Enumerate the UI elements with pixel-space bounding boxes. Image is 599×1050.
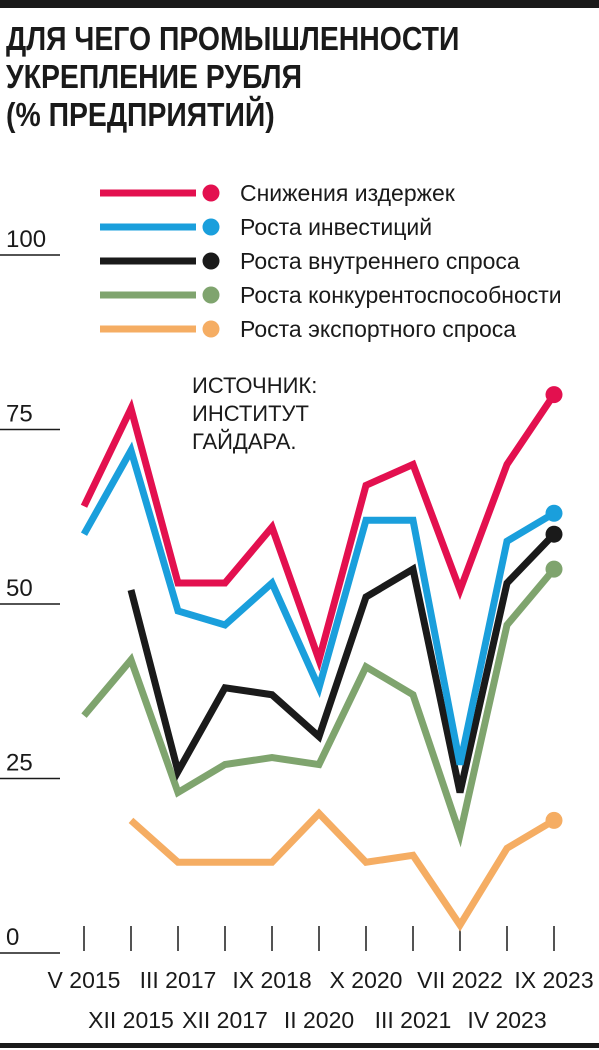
legend-swatch-dot bbox=[202, 286, 220, 304]
x-tick-label: II 2020 bbox=[284, 1007, 354, 1033]
legend-label: Роста инвестиций bbox=[240, 214, 432, 240]
x-tick-label: X 2020 bbox=[330, 967, 403, 993]
x-tick-label: III 2017 bbox=[140, 967, 217, 993]
series-line bbox=[127, 531, 557, 794]
y-tick-label: 50 bbox=[6, 575, 33, 602]
x-tick-label: XII 2015 bbox=[88, 1007, 174, 1033]
series-line bbox=[81, 566, 557, 848]
series-line bbox=[80, 392, 557, 672]
y-tick-label: 25 bbox=[6, 750, 33, 777]
x-tick-label: III 2021 bbox=[375, 1007, 452, 1033]
legend-label: Снижения издержек bbox=[240, 180, 456, 206]
legend-label: Роста внутреннего спроса bbox=[240, 248, 520, 274]
legend-label: Роста экспортного спроса bbox=[240, 316, 516, 342]
legend-label: Роста конкурентоспособности bbox=[240, 282, 562, 308]
chart-title: ДЛЯ ЧЕГО ПРОМЫШЛЕННОСТИ УКРЕПЛЕНИЕ РУБЛЯ… bbox=[6, 20, 460, 133]
bottom-rule bbox=[0, 1043, 599, 1048]
series-line bbox=[80, 441, 556, 766]
y-tick-label: 0 bbox=[6, 924, 19, 951]
x-tick-label: VII 2022 bbox=[417, 967, 503, 993]
x-tick-label: IX 2023 bbox=[514, 967, 593, 993]
series-line bbox=[128, 808, 556, 932]
y-tick-label: 75 bbox=[6, 401, 33, 428]
series-end-dot bbox=[545, 560, 563, 578]
y-tick-label: 100 bbox=[6, 226, 46, 253]
source-note: ИСТОЧНИК: ИНСТИТУТ ГАЙДАРА. bbox=[192, 373, 318, 454]
series-end-dot bbox=[545, 811, 563, 829]
legend-swatch-dot bbox=[202, 184, 220, 202]
x-tick-label: IV 2023 bbox=[467, 1007, 546, 1033]
legend-swatch-dot bbox=[202, 218, 220, 236]
legend-swatch-dot bbox=[202, 252, 220, 270]
x-tick-label: XII 2017 bbox=[182, 1007, 268, 1033]
top-rule bbox=[0, 0, 599, 8]
series-end-dot bbox=[545, 386, 563, 404]
x-tick-label: IX 2018 bbox=[232, 967, 311, 993]
x-tick-label: V 2015 bbox=[48, 967, 121, 993]
series-end-dot bbox=[545, 525, 563, 543]
legend-swatch-dot bbox=[202, 320, 220, 338]
series-end-dot bbox=[545, 504, 563, 522]
